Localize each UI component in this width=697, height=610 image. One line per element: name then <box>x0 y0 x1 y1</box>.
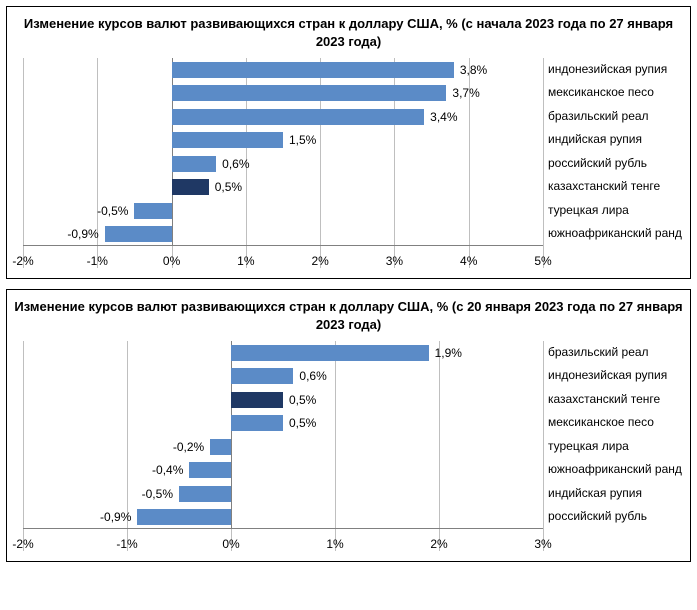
plot-area-2: -2%-1%0%1%2%3%1,9%0,6%0,5%0,5%-0,2%-0,4%… <box>23 341 684 551</box>
bar-value-label: 1,5% <box>289 133 316 147</box>
x-tick-label: 2% <box>311 254 328 268</box>
x-tick-label: 5% <box>534 254 551 268</box>
category-label: бразильский реал <box>548 109 649 125</box>
bar <box>189 462 231 478</box>
bar <box>231 368 293 384</box>
bar-row: -0,5% <box>23 203 543 219</box>
bar-row: -0,9% <box>23 226 543 242</box>
bar-row: -0,9% <box>23 509 543 525</box>
category-label: казахстанский тенге <box>548 179 660 195</box>
bar-value-label: 3,4% <box>430 110 457 124</box>
bar-row: 0,5% <box>23 415 543 431</box>
bar-value-label: 0,5% <box>289 416 316 430</box>
bar-row: 0,6% <box>23 368 543 384</box>
bar-row: 1,5% <box>23 132 543 148</box>
bar-row: 3,7% <box>23 85 543 101</box>
bar-value-label: -0,2% <box>173 440 204 454</box>
x-tick-label: 3% <box>534 537 551 551</box>
bar <box>172 132 283 148</box>
bar-value-label: 3,7% <box>452 86 479 100</box>
bar <box>231 415 283 431</box>
bar-value-label: 0,6% <box>222 157 249 171</box>
x-tick-label: 4% <box>460 254 477 268</box>
bar <box>231 345 429 361</box>
bar <box>231 392 283 408</box>
category-label: мексиканское песо <box>548 415 654 431</box>
bars-region: 3,8% 3,7% 3,4% 1,5% 0,6% 0,5% -0,5% -0,9% <box>23 58 543 246</box>
bar-value-label: -0,4% <box>152 463 183 477</box>
category-label: индонезийская рупия <box>548 62 667 78</box>
bar <box>210 439 231 455</box>
bar <box>172 62 454 78</box>
x-tick-label: 1% <box>326 537 343 551</box>
bar <box>172 109 425 125</box>
bar-row: 3,8% <box>23 62 543 78</box>
bar <box>172 179 209 195</box>
category-label: бразильский реал <box>548 345 649 361</box>
category-label: индийская рупия <box>548 486 642 502</box>
category-label: южноафриканский ранд <box>548 462 682 478</box>
x-tick-label: -2% <box>12 537 33 551</box>
category-label: мексиканское песо <box>548 85 654 101</box>
category-label: индийская рупия <box>548 132 642 148</box>
bar-value-label: -0,5% <box>142 487 173 501</box>
bar-row: 1,9% <box>23 345 543 361</box>
x-tick-label: -2% <box>12 254 33 268</box>
category-label: российский рубль <box>548 156 647 172</box>
plot-area-1: -2%-1%0%1%2%3%4%5%3,8%3,7%3,4%1,5%0,6%0,… <box>23 58 684 268</box>
category-labels-region: бразильский реал индонезийская рупия казах… <box>548 341 684 529</box>
x-tick-label: -1% <box>87 254 108 268</box>
bar <box>172 85 447 101</box>
x-tick-label: 1% <box>237 254 254 268</box>
bar-value-label: -0,5% <box>97 204 128 218</box>
chart-box-2: Изменение курсов валют развивающихся стр… <box>6 289 691 562</box>
category-labels-region: индонезийская рупия мексиканское песо браз… <box>548 58 684 246</box>
bar-value-label: -0,9% <box>67 227 98 241</box>
category-label: казахстанский тенге <box>548 392 660 408</box>
x-tick-label: 0% <box>163 254 180 268</box>
chart-title-1: Изменение курсов валют развивающихся стр… <box>13 15 684 50</box>
bar <box>105 226 172 242</box>
bar-value-label: -0,9% <box>100 510 131 524</box>
bar-row: 0,6% <box>23 156 543 172</box>
bar-row: -0,2% <box>23 439 543 455</box>
x-tick-label: 0% <box>222 537 239 551</box>
gridline <box>543 58 544 268</box>
bar <box>179 486 231 502</box>
bar-value-label: 0,6% <box>299 369 326 383</box>
bar-row: 0,5% <box>23 179 543 195</box>
chart-box-1: Изменение курсов валют развивающихся стр… <box>6 6 691 279</box>
category-label: турецкая лира <box>548 439 629 455</box>
x-tick-label: 3% <box>386 254 403 268</box>
bar-row: -0,4% <box>23 462 543 478</box>
x-tick-label: -1% <box>116 537 137 551</box>
bar-value-label: 0,5% <box>215 180 242 194</box>
bar-value-label: 1,9% <box>435 346 462 360</box>
bar-value-label: 0,5% <box>289 393 316 407</box>
bar-row: 3,4% <box>23 109 543 125</box>
x-tick-label: 2% <box>430 537 447 551</box>
bar-value-label: 3,8% <box>460 63 487 77</box>
category-label: южноафриканский ранд <box>548 226 682 242</box>
bar-row: 0,5% <box>23 392 543 408</box>
category-label: турецкая лира <box>548 203 629 219</box>
bar-row: -0,5% <box>23 486 543 502</box>
category-label: индонезийская рупия <box>548 368 667 384</box>
bar <box>134 203 171 219</box>
category-label: российский рубль <box>548 509 647 525</box>
bar <box>137 509 231 525</box>
bar <box>172 156 217 172</box>
gridline <box>543 341 544 551</box>
bars-region: 1,9% 0,6% 0,5% 0,5% -0,2% -0,4% -0,5% -0,9% <box>23 341 543 529</box>
chart-title-2: Изменение курсов валют развивающихся стр… <box>13 298 684 333</box>
